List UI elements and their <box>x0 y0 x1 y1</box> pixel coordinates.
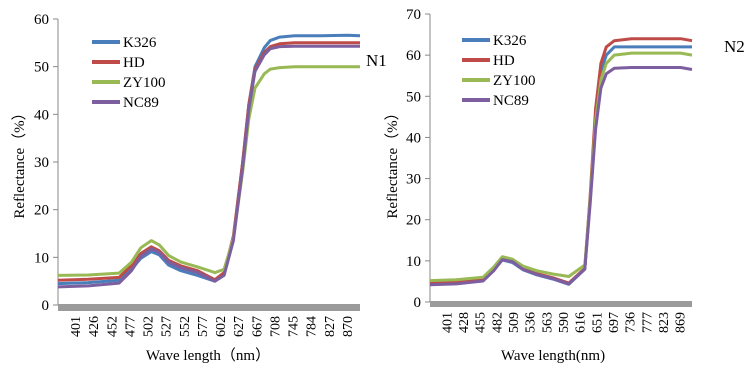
y-tick-label: 50 <box>34 60 49 76</box>
legend-label: NC89 <box>493 93 529 109</box>
x-tick-label: 563 <box>540 312 555 333</box>
y-tick-label: 60 <box>406 48 421 64</box>
y-tick-label: 40 <box>34 107 49 123</box>
x-tick-label: 708 <box>268 316 283 337</box>
x-tick-label: 527 <box>160 316 175 337</box>
x-tick-label: 697 <box>607 312 622 333</box>
panel-label: N2 <box>724 37 745 56</box>
x-axis-band <box>430 301 692 307</box>
y-tick-label: 30 <box>34 155 49 171</box>
y-tick-label: 40 <box>406 130 421 146</box>
y-tick-label: 60 <box>34 12 49 28</box>
y-tick-label: 10 <box>406 254 421 270</box>
x-tick-label: 736 <box>624 312 639 333</box>
x-tick-label: 401 <box>69 316 84 337</box>
x-tick-label: 667 <box>250 316 265 337</box>
series-line-zy100 <box>57 65 360 277</box>
legend-label: K326 <box>493 33 527 49</box>
x-tick-label: 827 <box>323 316 338 337</box>
legend-label: HD <box>493 53 515 69</box>
x-tick-label: 552 <box>178 316 193 337</box>
y-tick-label: 10 <box>34 250 49 266</box>
x-axis-band <box>58 304 360 311</box>
x-tick-label: 426 <box>87 316 102 337</box>
x-axis-title: Wave length（nm） <box>146 347 270 364</box>
series-line-k326 <box>429 45 692 286</box>
y-tick-label: 0 <box>42 298 50 314</box>
series-line-nc89 <box>429 66 693 287</box>
legend-label: NC89 <box>123 95 159 111</box>
x-tick-label: 477 <box>123 316 138 337</box>
legend-label: HD <box>123 55 145 71</box>
x-tick-label: 784 <box>305 316 320 337</box>
x-tick-label: 869 <box>674 312 689 333</box>
series-line-nc89 <box>57 44 360 289</box>
series-line-k326 <box>57 33 361 286</box>
y-axis-title: Reflectance（%） <box>11 105 28 218</box>
panel-label: N1 <box>366 51 387 70</box>
x-tick-label: 823 <box>657 312 672 333</box>
x-tick-label: 577 <box>196 316 211 337</box>
series-line-hd <box>429 37 693 285</box>
x-tick-label: 651 <box>590 312 605 333</box>
y-tick-label: 20 <box>406 213 421 229</box>
y-tick-label: 70 <box>406 7 421 23</box>
series-line-zy100 <box>429 51 693 283</box>
x-tick-label: 428 <box>457 312 472 333</box>
x-tick-label: 777 <box>640 312 655 333</box>
y-axis-title: Reflectance（%） <box>384 105 401 218</box>
x-tick-label: 502 <box>142 316 157 337</box>
x-tick-label: 455 <box>474 312 489 333</box>
x-tick-label: 590 <box>557 312 572 333</box>
legend-label: ZY100 <box>123 75 166 91</box>
series-line-hd <box>57 41 360 282</box>
x-tick-label: 870 <box>341 316 356 337</box>
x-tick-label: 401 <box>440 312 455 333</box>
legend-label: ZY100 <box>493 73 536 89</box>
x-tick-label: 627 <box>232 316 247 337</box>
y-tick-label: 30 <box>406 172 421 188</box>
y-tick-label: 50 <box>406 89 421 105</box>
x-axis-title: Wave length(nm) <box>501 348 605 364</box>
legend-label: K326 <box>123 35 157 51</box>
y-tick-label: 0 <box>414 295 422 311</box>
x-tick-label: 452 <box>105 316 120 337</box>
x-tick-label: 482 <box>490 312 505 333</box>
x-tick-label: 602 <box>214 316 229 337</box>
x-tick-label: 509 <box>507 312 522 333</box>
x-tick-label: 745 <box>287 316 302 337</box>
x-tick-label: 616 <box>574 312 589 333</box>
y-tick-label: 20 <box>34 203 49 219</box>
x-tick-label: 536 <box>524 312 539 333</box>
